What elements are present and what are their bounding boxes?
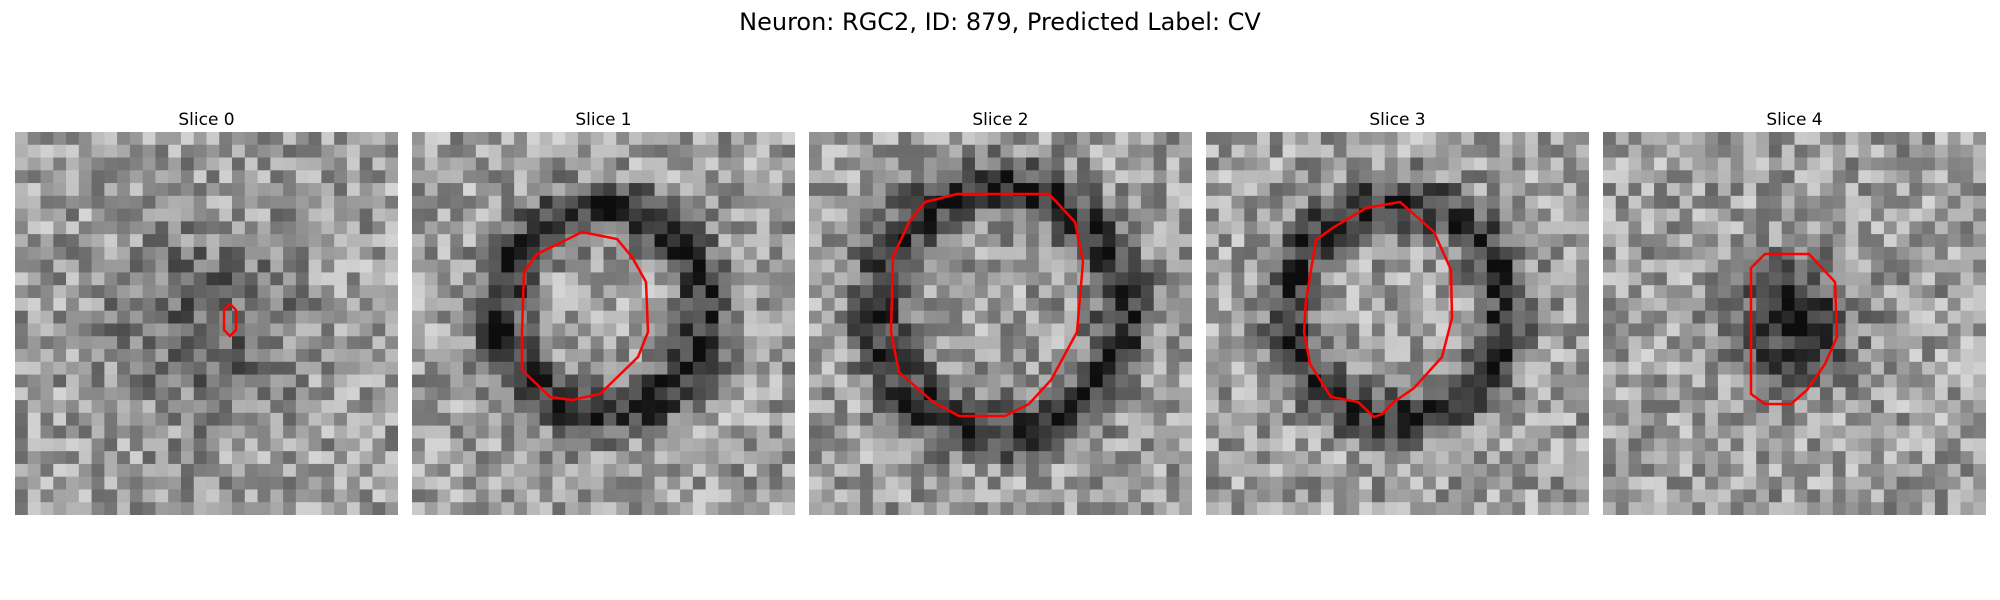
slice-panel-3: Slice 3 — [1206, 108, 1589, 515]
figure-title: Neuron: RGC2, ID: 879, Predicted Label: … — [739, 8, 1261, 36]
contour-outline — [1749, 252, 1839, 406]
noise-texture — [1206, 132, 1589, 515]
slice-title: Slice 3 — [1369, 110, 1426, 130]
slice-panel-1: Slice 1 — [412, 108, 795, 515]
noise-texture — [412, 132, 795, 515]
slice-panel-4: Slice 4 — [1603, 108, 1986, 515]
contour-outline — [1302, 200, 1454, 419]
noise-texture — [809, 132, 1192, 515]
slice-panel-0: Slice 0 — [15, 108, 398, 515]
contour-outline — [889, 192, 1085, 418]
slice-image — [1206, 132, 1589, 515]
slice-image — [412, 132, 795, 515]
slice-image — [1603, 132, 1986, 515]
slice-title: Slice 1 — [575, 110, 632, 130]
contour-outline — [222, 302, 238, 338]
slice-image — [15, 132, 398, 515]
noise-texture — [15, 132, 398, 515]
slice-title: Slice 4 — [1766, 110, 1823, 130]
slice-image — [809, 132, 1192, 515]
noise-texture — [1603, 132, 1986, 515]
slice-title: Slice 0 — [178, 110, 235, 130]
slice-panel-2: Slice 2 — [809, 108, 1192, 515]
contour-outline — [520, 230, 650, 402]
slice-title: Slice 2 — [972, 110, 1029, 130]
